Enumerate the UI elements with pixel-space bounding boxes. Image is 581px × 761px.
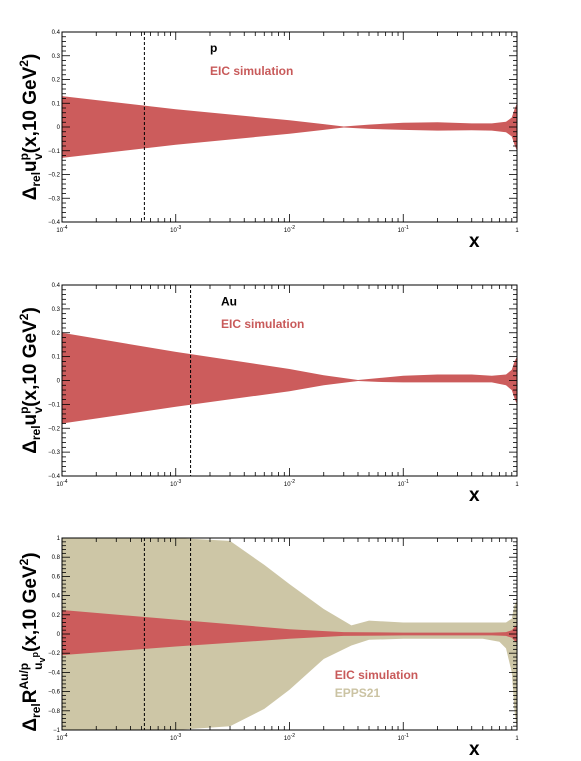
eic-simulation-band: [62, 610, 517, 656]
y-axis-title: Δrelupv(x,10 GeV2): [17, 54, 45, 201]
x-tick-label: 1: [515, 228, 519, 234]
y-tick-label: 0.2: [52, 331, 61, 337]
x-tick-label: 10-2: [284, 225, 295, 234]
y-tick-label: −0.3: [48, 196, 61, 202]
panel-1: 10-4 10-3 10-2 10-1 1 0.4 0.3 0.2 0.1 0 −0.1 −0.2 −0…: [17, 30, 519, 252]
y-tick-label: −1: [53, 728, 61, 734]
x-tick-label: 10-2: [284, 733, 295, 742]
y-tick-label: −0.4: [48, 670, 61, 676]
panel-2: 10-4 10-3 10-2 10-1 1 0.4 0.3 0.2 0.1 0 −0.1 −0.2 −0…: [17, 283, 519, 506]
annotation-eic-simulation: EIC simulation: [221, 317, 304, 331]
y-tick-label: −0.4: [48, 474, 61, 480]
y-tick-label: 1: [57, 536, 61, 542]
x-axis-title: x: [469, 231, 480, 252]
y-tick-label: 0.1: [52, 101, 61, 107]
x-tick-label: 10-3: [170, 225, 181, 234]
y-tick-label: −0.2: [48, 173, 61, 179]
y-tick-label: 0.4: [52, 283, 61, 289]
x-tick-label: 1: [515, 482, 519, 488]
y-axis-title: Δrelupv(x,10 GeV2): [17, 307, 45, 454]
y-tick-label: 0: [57, 379, 61, 385]
x-tick-label: 10-4: [56, 479, 67, 488]
y-tick-label: 0.8: [52, 555, 61, 561]
y-tick-label: 0.3: [52, 307, 61, 313]
y-tick-label: 0.2: [52, 613, 61, 619]
y-tick-label: −0.8: [48, 709, 61, 715]
x-tick-label: 10-1: [398, 733, 409, 742]
x-tick-label: 10-1: [398, 225, 409, 234]
y-tick-label: −0.2: [48, 651, 61, 657]
x-axis-title: x: [469, 739, 480, 760]
y-tick-label: −0.6: [48, 690, 61, 696]
y-tick-label: −0.2: [48, 426, 61, 432]
y-tick-label: −0.3: [48, 450, 61, 456]
x-tick-label: 10-1: [398, 479, 409, 488]
y-tick-label: 0.3: [52, 54, 61, 60]
y-tick-label: 0.6: [52, 574, 61, 580]
x-tick-label: 10-4: [56, 225, 67, 234]
y-tick-label: −0.4: [48, 220, 61, 226]
x-tick-label: 10-4: [56, 733, 67, 742]
annotation-eic-simulation: EIC simulation: [335, 668, 418, 682]
annotation-p: p: [210, 41, 217, 55]
y-tick-label: 0.4: [52, 594, 61, 600]
y-tick-label: 0.2: [52, 78, 61, 84]
x-axis-title: x: [469, 485, 480, 506]
annotation-eic-simulation: EIC simulation: [210, 64, 293, 78]
annotation-au: Au: [221, 294, 237, 308]
x-tick-label: 1: [515, 736, 519, 742]
y-tick-label: 0.4: [52, 30, 61, 36]
y-tick-label: 0: [57, 125, 61, 131]
x-tick-label: 10-3: [170, 733, 181, 742]
panel-3: 10-4 10-3 10-2 10-1 1 1 0.8 0.6 0.4 0.2 0 −0.2 −0.4 −…: [17, 536, 519, 760]
y-tick-label: −0.1: [48, 402, 61, 408]
annotation-epps21: EPPS21: [335, 686, 381, 700]
y-tick-label: −0.1: [48, 149, 61, 155]
eic-simulation-band: [62, 332, 517, 424]
x-tick-label: 10-3: [170, 479, 181, 488]
x-tick-label: 10-2: [284, 479, 295, 488]
eic-simulation-band: [62, 96, 517, 158]
y-tick-label: 0: [57, 632, 61, 638]
y-tick-label: 0.1: [52, 355, 61, 361]
y-axis-title: ΔrelRAu/puvp(x,10 GeV2): [17, 552, 47, 731]
